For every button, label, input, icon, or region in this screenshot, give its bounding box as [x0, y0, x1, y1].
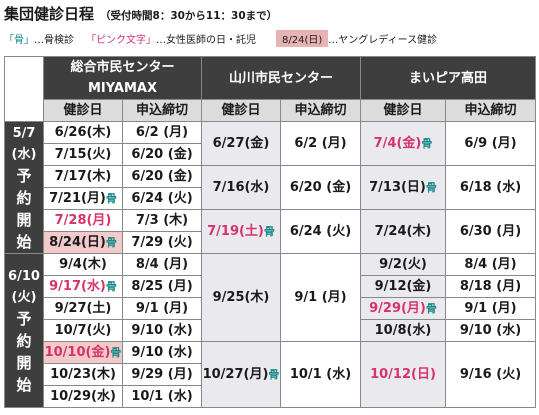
title-text: 集団健診日程: [4, 5, 95, 23]
miyamax-exam-date: 8/24(日)骨: [43, 231, 123, 254]
maipia-exam-date: 9/29(月)骨: [360, 297, 446, 320]
yamakawa-deadline: 10/1 (水): [280, 341, 361, 408]
legend-bone-mark: 「骨」: [4, 35, 34, 46]
col-exam: 健診日: [360, 99, 446, 122]
table-row: 8/24(日)骨 7/29 (火): [5, 231, 536, 254]
miyamax-deadline: 10/1 (水): [122, 385, 202, 408]
miyamax-deadline: 6/2 (月): [122, 121, 202, 144]
miyamax-exam-date: 9/17(水)骨: [43, 275, 123, 298]
table-row: 10/23(木) 9/29 (月): [5, 363, 536, 386]
yamakawa-exam-date: 7/19(土)骨: [201, 209, 281, 254]
period-label-1: 5/7 (水) 予約開始: [4, 121, 44, 254]
yamakawa-deadline: 6/24 (火): [280, 209, 361, 254]
yamakawa-exam-date: 10/27(月)骨: [201, 341, 281, 408]
miyamax-exam-date: 6/26(木): [43, 121, 123, 144]
miyamax-deadline: 6/20 (金): [122, 165, 202, 188]
maipia-exam-date: 7/24(木): [360, 209, 446, 254]
table-row: 7/28(月) 7/3 (木) 7/19(土)骨 6/24 (火) 7/24(木…: [5, 209, 536, 254]
maipia-exam-date: 10/12(日): [360, 341, 446, 408]
yamakawa-deadline: 6/2 (月): [280, 121, 361, 166]
maipia-exam-date: 9/12(金): [360, 275, 446, 298]
table-row: 6/10 (火) 予約開始 9/4(木) 8/4 (月) 9/25(木) 9/1 …: [4, 253, 536, 408]
period-label-2: 6/10 (火) 予約開始: [4, 253, 44, 408]
miyamax-deadline: 6/24 (火): [122, 187, 202, 210]
table-row: 9/17(水)骨 8/25 (月) 9/12(金) 8/18 (月): [5, 275, 536, 298]
table-row: 5/7 (水) 予約開始 6/26(木) 6/2 (月) 6/27(金) 6/2 …: [4, 121, 536, 254]
miyamax-exam-date: 7/17(木): [43, 165, 123, 188]
miyamax-deadline: 9/10 (水): [122, 319, 202, 342]
maipia-deadline: 6/30 (月): [445, 209, 536, 254]
miyamax-exam-date: 10/7(火): [43, 319, 123, 342]
table-row: 10/29(水) 10/1 (水): [5, 385, 536, 408]
reception-hours: （受付時間8：30から11：30まで）: [100, 10, 278, 22]
legend-young-mark: 8/24(日): [276, 30, 329, 47]
yamakawa-exam-date: 9/25(木): [201, 253, 281, 342]
maipia-deadline: 6/18 (水): [445, 165, 536, 210]
maipia-deadline: 8/18 (月): [445, 275, 536, 298]
miyamax-deadline: 9/29 (月): [122, 363, 202, 386]
yamakawa-exam-date: 7/16(水): [201, 165, 281, 210]
page-title: 集団健診日程 （受付時間8：30から11：30まで）: [4, 3, 277, 24]
col-exam: 健診日: [201, 99, 281, 122]
maipia-deadline: 6/9 (月): [445, 121, 536, 166]
miyamax-deadline: 9/10 (水): [122, 341, 202, 364]
table-row: 10/10(金)骨 9/10 (水) 10/27(月)骨 10/1 (水) 10…: [5, 341, 536, 408]
col-deadline: 申込締切: [122, 99, 202, 122]
miyamax-exam-date: 10/23(木): [43, 363, 123, 386]
col-exam: 健診日: [43, 99, 123, 122]
table-corner: [4, 56, 44, 122]
miyamax-deadline: 8/4 (月): [122, 253, 202, 276]
col-deadline: 申込締切: [280, 99, 361, 122]
venue-header-maipia: まいピア高田: [360, 56, 536, 100]
schedule-table: 総合市民センター MIYAMAX 山川市民センター まいピア高田 健診日 申込締切…: [4, 56, 536, 408]
legend-pink-desc: …女性医師の日・託児: [156, 35, 256, 46]
maipia-deadline: 8/4 (月): [445, 253, 536, 276]
miyamax-exam-date: 10/10(金)骨: [43, 341, 123, 364]
miyamax-exam-date: 9/27(土): [43, 297, 123, 320]
maipia-deadline: 9/1 (月): [445, 297, 536, 320]
legend-bone-desc: …骨検診: [34, 35, 74, 46]
miyamax-deadline: 8/25 (月): [122, 275, 202, 298]
maipia-deadline: 9/16 (火): [445, 341, 536, 408]
miyamax-deadline: 9/1 (月): [122, 297, 202, 320]
miyamax-deadline: 6/20 (金): [122, 143, 202, 166]
venue-header-yamakawa: 山川市民センター: [201, 56, 361, 100]
table-row: 9/27(土) 9/1 (月) 9/29(月)骨 9/1 (月): [5, 297, 536, 320]
miyamax-exam-date: 10/29(水): [43, 385, 123, 408]
yamakawa-deadline: 6/20 (金): [280, 165, 361, 210]
table-row: 7/17(木) 6/20 (金) 7/16(水) 6/20 (金) 7/13(日…: [5, 165, 536, 210]
yamakawa-deadline: 9/1 (月): [280, 253, 361, 342]
venue-header-miyamax: 総合市民センター MIYAMAX: [43, 56, 202, 100]
yamakawa-exam-date: 6/27(金): [201, 121, 281, 166]
miyamax-exam-date: 7/21(月)骨: [43, 187, 123, 210]
maipia-exam-date: 10/8(水): [360, 319, 446, 342]
maipia-exam-date: 7/4(金)骨: [360, 121, 446, 166]
maipia-exam-date: 7/13(日)骨: [360, 165, 446, 210]
legend-pink-mark: 「ピンク文字」: [86, 35, 156, 46]
miyamax-exam-date: 9/4(木): [43, 253, 123, 276]
maipia-deadline: 9/10 (水): [445, 319, 536, 342]
col-deadline: 申込締切: [445, 99, 536, 122]
maipia-exam-date: 9/2(火): [360, 253, 446, 276]
legend-young-desc: …ヤングレディース健診: [328, 35, 438, 46]
legend: 「骨」 …骨検診 「ピンク文字」 …女性医師の日・託児 8/24(日) …ヤングレディ…: [4, 30, 443, 47]
miyamax-deadline: 7/3 (木): [122, 209, 202, 232]
miyamax-exam-date: 7/28(月): [43, 209, 123, 232]
miyamax-exam-date: 7/15(火): [43, 143, 123, 166]
miyamax-deadline: 7/29 (火): [122, 231, 202, 254]
